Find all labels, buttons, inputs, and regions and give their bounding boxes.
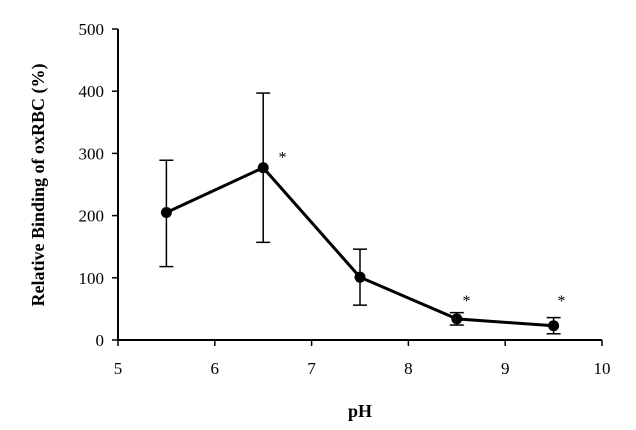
data-points [160, 162, 560, 332]
y-axis-ticks: 0 100 200 300 400 500 [79, 20, 118, 350]
y-tick-label: 400 [79, 82, 105, 101]
x-tick-label: 10 [594, 359, 611, 378]
significance-asterisk: * [462, 293, 470, 310]
data-point [548, 320, 560, 332]
x-tick-label: 8 [404, 359, 413, 378]
y-tick-label: 500 [79, 20, 105, 39]
annotations: * * * [279, 150, 566, 310]
x-tick-label: 5 [114, 359, 123, 378]
y-tick-label: 0 [96, 331, 105, 350]
x-axis: 5 6 7 8 9 10 [114, 339, 611, 378]
y-tick-label: 300 [79, 144, 105, 163]
error-bars [159, 92, 561, 335]
data-point [257, 162, 269, 174]
significance-asterisk: * [279, 150, 287, 167]
x-tick-label: 7 [307, 359, 316, 378]
y-tick-label: 200 [79, 207, 105, 226]
x-axis-ticks: 5 6 7 8 9 10 [114, 340, 611, 378]
data-point [160, 206, 172, 218]
x-axis-title: pH [348, 401, 372, 421]
x-tick-label: 6 [211, 359, 220, 378]
y-axis: 0 100 200 300 400 500 [79, 20, 119, 350]
y-tick-label: 100 [79, 269, 105, 288]
y-axis-title: Relative Binding of oxRBC (%) [28, 63, 49, 306]
data-point [354, 271, 366, 283]
significance-asterisk: * [557, 293, 565, 310]
x-tick-label: 9 [501, 359, 510, 378]
data-point [451, 313, 463, 325]
